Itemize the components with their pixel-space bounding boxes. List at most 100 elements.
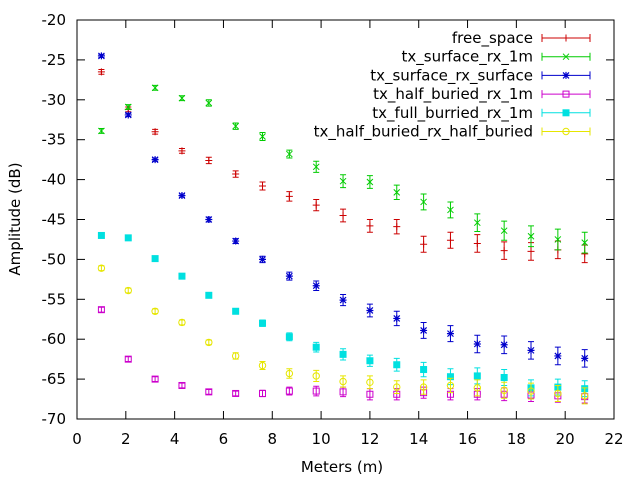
x-tick-label: 14 <box>409 430 428 448</box>
data-point <box>393 383 401 391</box>
data-point <box>339 177 347 185</box>
legend-marker <box>562 90 570 98</box>
data-point <box>554 236 562 243</box>
data-point <box>419 383 428 391</box>
legend-line <box>541 127 591 136</box>
data-point <box>473 384 482 392</box>
data-point <box>124 286 132 295</box>
data-point <box>205 291 213 299</box>
y-tick-label: -30 <box>42 91 67 109</box>
data-point <box>97 231 105 239</box>
data-point <box>205 99 213 107</box>
data-point <box>259 255 267 263</box>
x-tick-label: 18 <box>507 430 526 448</box>
data-point <box>312 163 320 171</box>
data-point <box>124 103 132 111</box>
data-point <box>97 52 105 60</box>
data-point <box>473 239 481 247</box>
data-point <box>366 306 374 314</box>
data-point <box>500 341 508 349</box>
data-point <box>312 282 320 290</box>
error-bar <box>313 369 320 382</box>
error-bar <box>447 377 454 394</box>
data-point <box>205 338 213 347</box>
data-point <box>151 255 159 263</box>
data-point <box>312 201 320 209</box>
axis-ticks: 0 2 4 6 8 10 12 14 16 18 20 22 -70 -65 -60 -55 -50 -45 -40… <box>42 11 624 448</box>
legend-label: tx_surface_rx_surface <box>370 66 533 85</box>
data-point <box>97 264 106 272</box>
data-point <box>285 387 293 395</box>
data-point <box>527 387 535 395</box>
data-point <box>232 237 240 245</box>
data-point <box>500 374 508 382</box>
y-tick-label: -20 <box>42 11 67 29</box>
data-point <box>366 390 374 398</box>
data-point <box>393 361 401 369</box>
data-point <box>339 212 347 220</box>
data-point <box>178 381 186 389</box>
y-tick-label: -40 <box>42 171 67 189</box>
series-tx-half-buried-rx-half-buried <box>97 264 589 405</box>
series-tx-surface-rx-1m <box>98 84 589 254</box>
data-point <box>124 355 132 363</box>
x-tick-label: 8 <box>267 430 277 448</box>
x-tick-label: 10 <box>312 430 331 448</box>
error-bar <box>178 382 185 389</box>
data-point <box>151 307 159 315</box>
plot-frame <box>76 19 615 420</box>
legend-marker <box>562 34 570 42</box>
data-point <box>581 354 589 362</box>
data-point <box>286 150 293 158</box>
data-point <box>232 389 240 397</box>
error-bar <box>581 387 588 405</box>
data-point <box>312 372 320 380</box>
x-tick-label: 20 <box>556 430 575 448</box>
data-point <box>312 343 320 351</box>
legend-label: tx_full_burried_rx_1m <box>372 104 533 123</box>
error-bar <box>528 382 535 400</box>
legend: free_spacetx_surface_rx_1mtx_surface_rx_… <box>314 29 591 142</box>
data-point <box>178 94 186 102</box>
data-point <box>259 182 267 190</box>
data-point <box>366 378 374 386</box>
y-tick-label: -70 <box>42 410 67 428</box>
x-tick-label: 4 <box>170 430 180 448</box>
data-point <box>285 272 293 280</box>
data-point <box>178 147 186 155</box>
data-point <box>447 206 454 214</box>
y-tick-label: -65 <box>42 370 67 388</box>
data-point <box>339 388 347 396</box>
legend-marker <box>562 127 570 136</box>
data-point <box>97 68 105 76</box>
legend-label: tx_surface_rx_1m <box>402 48 534 67</box>
error-bar <box>474 379 481 397</box>
x-axis-label: Meters (m) <box>301 458 383 476</box>
data-point <box>366 222 374 230</box>
data-point <box>258 361 267 370</box>
error-bar <box>554 384 561 402</box>
data-point <box>446 330 454 338</box>
series-tx-surface-rx-surface <box>97 52 589 368</box>
legend-marker <box>562 53 570 61</box>
data-point <box>151 156 159 164</box>
data-point <box>527 232 535 240</box>
data-point <box>232 170 240 178</box>
error-bar <box>125 356 132 363</box>
data-point <box>232 307 240 315</box>
error-bar <box>501 381 508 399</box>
data-point <box>98 127 105 135</box>
data-point <box>151 84 159 92</box>
data-point <box>500 247 508 255</box>
data-point <box>393 189 401 196</box>
data-point <box>285 192 293 200</box>
data-point <box>446 381 455 390</box>
data-point <box>473 219 481 227</box>
data-point <box>232 122 240 130</box>
data-point <box>205 156 213 164</box>
data-point <box>554 389 562 398</box>
data-point <box>285 333 293 341</box>
y-tick-label: -25 <box>42 51 67 69</box>
data-point <box>446 236 454 244</box>
